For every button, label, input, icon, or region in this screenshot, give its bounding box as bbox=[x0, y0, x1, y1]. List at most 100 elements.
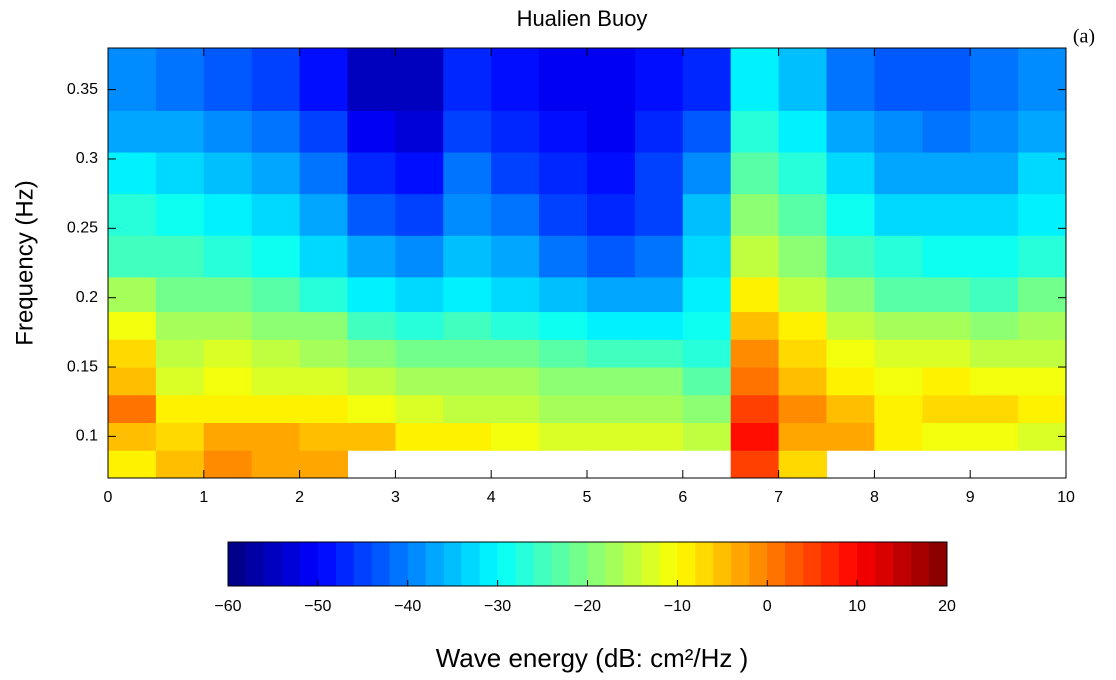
heat-cell bbox=[491, 193, 540, 236]
colorbar-band bbox=[605, 542, 624, 586]
heat-cell bbox=[874, 48, 923, 111]
heat-cell bbox=[778, 193, 827, 236]
heat-cell bbox=[922, 235, 971, 278]
heat-cell bbox=[251, 450, 301, 479]
heat-cell bbox=[970, 394, 1019, 424]
colorbar-band bbox=[407, 542, 427, 586]
colorbar-band bbox=[587, 542, 606, 586]
colorbar-tick-label: −60 bbox=[214, 598, 241, 615]
heat-cell bbox=[108, 152, 157, 195]
heat-cell bbox=[539, 110, 588, 153]
heat-cell bbox=[108, 422, 157, 451]
heat-cell bbox=[587, 110, 636, 153]
colorbar-band bbox=[911, 542, 930, 586]
colorbar-band bbox=[533, 542, 553, 586]
heat-cell bbox=[826, 152, 875, 195]
heat-cell bbox=[730, 311, 780, 340]
colorbar-band bbox=[839, 542, 858, 586]
heat-cell bbox=[826, 48, 875, 111]
heat-cell bbox=[395, 235, 444, 278]
heat-cell bbox=[682, 235, 732, 278]
colorbar-band bbox=[425, 542, 445, 586]
x-tick-label: 1 bbox=[199, 489, 208, 506]
heat-cell bbox=[539, 276, 588, 313]
heat-cell bbox=[634, 276, 684, 313]
colorbar-tick-label: −20 bbox=[574, 598, 601, 615]
heat-cell bbox=[443, 110, 492, 153]
heat-cell bbox=[587, 339, 636, 368]
x-tick-label: 9 bbox=[966, 489, 975, 506]
y-tick-label: 0.15 bbox=[67, 358, 98, 375]
heat-cell bbox=[443, 422, 492, 451]
heat-cell bbox=[970, 110, 1019, 153]
colorbar-label: Wave energy (dB: cm²/Hz ) bbox=[436, 643, 749, 673]
heat-cell bbox=[491, 152, 540, 195]
colorbar-band bbox=[659, 542, 678, 586]
heat-cell bbox=[922, 110, 971, 153]
heat-cell bbox=[634, 394, 684, 424]
heat-cell bbox=[347, 235, 396, 278]
heat-cell bbox=[874, 110, 923, 153]
heat-cell bbox=[347, 193, 396, 236]
heat-cell bbox=[682, 339, 732, 368]
heat-cell bbox=[1018, 276, 1067, 313]
heat-cell bbox=[539, 235, 588, 278]
heat-cell bbox=[1018, 311, 1067, 340]
heat-cell bbox=[108, 394, 157, 424]
heat-cell bbox=[778, 235, 827, 278]
heat-cell bbox=[443, 193, 492, 236]
colorbar-tick-label: 0 bbox=[763, 598, 772, 615]
heat-cell bbox=[922, 276, 971, 313]
heat-cell bbox=[203, 48, 253, 111]
heat-cell bbox=[826, 311, 875, 340]
heat-cell bbox=[922, 152, 971, 195]
heat-cell bbox=[874, 339, 923, 368]
colorbar-band bbox=[353, 542, 373, 586]
heat-cell bbox=[347, 48, 396, 111]
heat-cell bbox=[730, 152, 780, 195]
x-tick-label: 2 bbox=[295, 489, 304, 506]
heat-cell bbox=[347, 152, 396, 195]
heat-cell bbox=[491, 311, 540, 340]
panel-label: (a) bbox=[1073, 26, 1095, 48]
heat-cell bbox=[251, 193, 301, 236]
heat-cell bbox=[395, 152, 444, 195]
colorbar-band bbox=[875, 542, 894, 586]
heat-cell bbox=[251, 339, 301, 368]
heat-cell bbox=[587, 394, 636, 424]
heat-cell bbox=[203, 339, 253, 368]
y-axis-label: Frequency (Hz) bbox=[11, 180, 38, 345]
heat-cell bbox=[155, 193, 205, 236]
heat-cell bbox=[539, 152, 588, 195]
heat-cell bbox=[108, 235, 157, 278]
heat-cell bbox=[970, 193, 1019, 236]
heat-cell bbox=[1018, 110, 1067, 153]
heat-cell bbox=[108, 311, 157, 340]
x-tick-label: 10 bbox=[1057, 489, 1075, 506]
heat-cell bbox=[251, 394, 301, 424]
heat-cell bbox=[1018, 235, 1067, 278]
heat-cell bbox=[970, 48, 1019, 111]
colorbar-band bbox=[228, 542, 247, 586]
x-tick-label: 3 bbox=[391, 489, 400, 506]
heat-cell bbox=[108, 110, 157, 153]
heat-cell bbox=[826, 394, 875, 424]
heat-cell bbox=[730, 422, 780, 451]
heat-cell bbox=[539, 311, 588, 340]
heat-cell bbox=[395, 311, 444, 340]
colorbar-band bbox=[767, 542, 786, 586]
heat-cell bbox=[251, 367, 301, 396]
heat-cell bbox=[203, 394, 253, 424]
heat-cell bbox=[826, 367, 875, 396]
heat-cell bbox=[251, 311, 301, 340]
heat-cell bbox=[778, 367, 827, 396]
heat-cell bbox=[491, 48, 540, 111]
heat-cell bbox=[155, 311, 205, 340]
heat-cell bbox=[1018, 339, 1067, 368]
heat-cell bbox=[1018, 48, 1067, 111]
y-tick-label: 0.1 bbox=[76, 428, 98, 445]
heat-cell bbox=[443, 48, 492, 111]
heat-cell bbox=[155, 394, 205, 424]
heat-cell bbox=[155, 276, 205, 313]
